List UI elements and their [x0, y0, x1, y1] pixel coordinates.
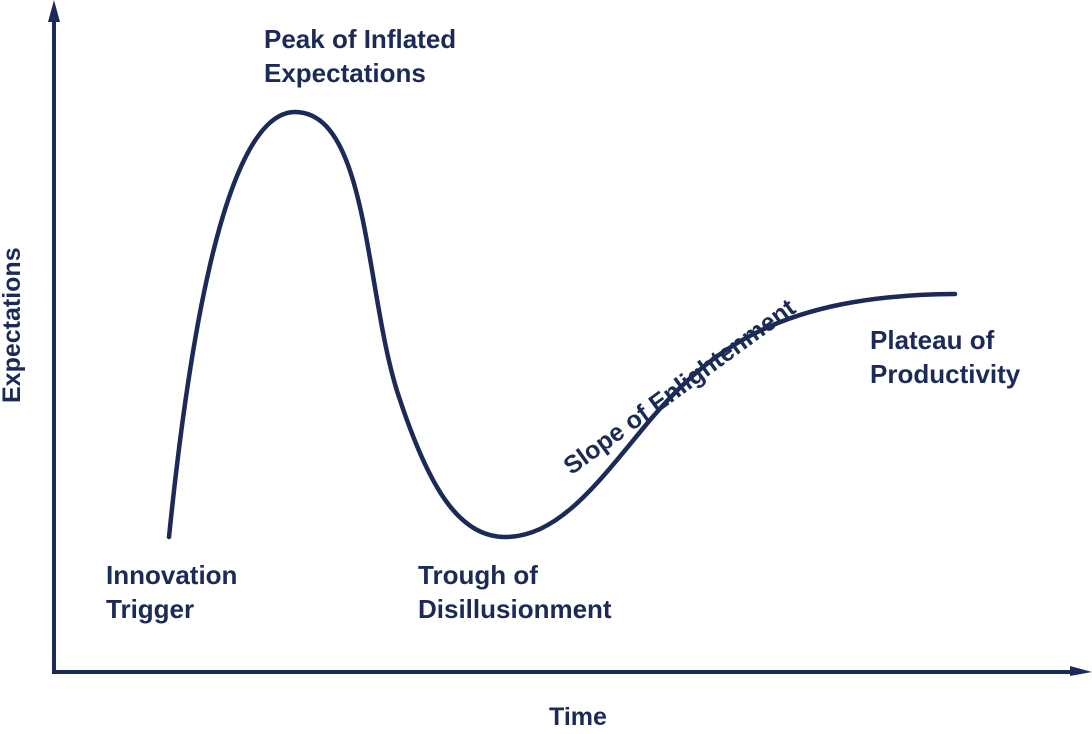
label-innovation-trigger: Innovation Trigger — [106, 558, 237, 626]
y-axis-arrow — [48, 0, 60, 22]
label-line: Expectations — [264, 58, 426, 88]
label-line: Peak of Inflated — [264, 24, 457, 54]
label-line: Plateau of — [870, 325, 995, 355]
label-plateau: Plateau of Productivity — [870, 323, 1020, 391]
label-line: Productivity — [870, 359, 1021, 389]
x-axis-arrow — [1070, 666, 1092, 676]
label-line: Disillusionment — [418, 594, 612, 624]
hype-curve — [166, 109, 958, 540]
label-trough: Trough of Disillusionment — [418, 558, 612, 626]
y-axis-label: Expectations — [0, 247, 26, 403]
x-axis-label: Time — [549, 703, 607, 731]
label-line: Innovation — [106, 560, 238, 590]
label-peak: Peak of Inflated Expectations — [264, 22, 456, 90]
label-line: Trigger — [106, 594, 195, 624]
label-line: Trough of — [418, 560, 538, 590]
